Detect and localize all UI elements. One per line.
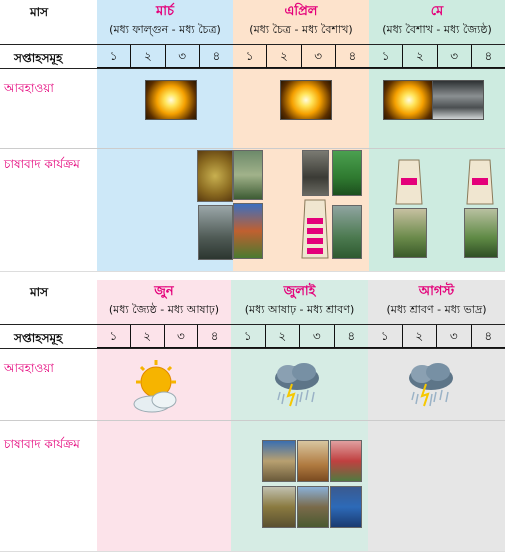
month-subtitle: (মধ্য ফাল্গুন - মধ্য চৈত্র) [109, 23, 221, 36]
paddy-field-photo [332, 205, 362, 259]
month-row-label: মাস [30, 5, 49, 19]
month-subtitle: (মধ্য চৈত্র - মধ্য বৈশাখ) [249, 23, 353, 36]
label-column [0, 0, 97, 272]
activity-row-label: চাষাবাদ কার্যক্রম [4, 157, 80, 171]
divider [0, 324, 505, 325]
harvest-photo [262, 440, 296, 482]
week-cell: ৪ [484, 49, 493, 63]
week-cell: ১ [368, 325, 403, 347]
month-name: মার্চ [155, 4, 174, 19]
week-cell: ১ [369, 45, 404, 67]
week-cell: ১ [97, 45, 132, 67]
seedbed-photo [233, 150, 263, 200]
storm-rain-cloud-icon [275, 363, 319, 407]
week-row: ১ ২ ৩ ৪ [368, 324, 505, 348]
month-column-march: মার্চ (মধ্য ফাল্গুন - মধ্য চৈত্র) ১ ২ ৩ … [97, 0, 233, 272]
fertilizer-bag-icon [466, 159, 494, 205]
month-subtitle: (মধ্য আষাঢ় - মধ্য শ্রাবণ) [244, 303, 355, 316]
storage-photo [330, 486, 362, 528]
weeks-row-label: সপ্তাহসমূহ [14, 331, 63, 345]
week-cell: ১ [231, 325, 266, 347]
week-cell: ৪ [212, 49, 221, 63]
divider [0, 44, 505, 45]
sun-icon [145, 80, 197, 120]
week-cell: ২ [131, 45, 166, 67]
week-cell: ১ [233, 45, 268, 67]
month-subtitle: (মধ্য শ্রাবণ - মধ্য ভাদ্র) [386, 303, 487, 316]
sun-icon [383, 80, 435, 120]
divider [0, 420, 505, 421]
month-row-label: মাস [30, 285, 49, 299]
month-name: জুলাই [283, 284, 316, 299]
month-name: আগস্ট [418, 284, 455, 299]
month-name: এপ্রিল [284, 4, 318, 19]
month-subtitle: (মধ্য বৈশাখ - মধ্য জ্যৈষ্ঠ) [382, 23, 492, 36]
week-cell: ১ [97, 325, 131, 347]
field-work-photo [198, 205, 233, 260]
week-cell: ৩ [300, 325, 335, 347]
fertilizer-bag-icon [395, 159, 423, 205]
fertilizer-bag-icon [301, 199, 329, 259]
week-cell: ৩ [302, 45, 336, 67]
week-cell: ৪ [484, 329, 493, 343]
week-cell: ৩ [166, 45, 200, 67]
harvest-photo [297, 486, 329, 528]
farmer-field-photo [393, 208, 427, 258]
month-name: জুন [154, 284, 174, 299]
activity-row-label: চাষাবাদ কার্যক্রম [4, 437, 80, 451]
storm-rain-cloud-icon [409, 363, 453, 407]
green-field-photo [332, 150, 362, 196]
week-cell: ৩ [165, 325, 199, 347]
divider [0, 348, 505, 349]
divider [0, 148, 505, 149]
week-cell: ২ [131, 325, 165, 347]
month-column-june: জুন (মধ্য জ্যৈষ্ঠ - মধ্য আষাঢ়) ১ ২ ৩ ৪ [97, 280, 231, 552]
weeks-row-label: সপ্তাহসমূহ [14, 51, 63, 65]
week-cell: ৩ [438, 45, 472, 67]
calendar-table-2: জুন (মধ্য জ্যৈষ্ঠ - মধ্য আষাঢ়) ১ ২ ৩ ৪ … [0, 280, 505, 552]
week-row: ১ ২ ৩ ৪ [369, 44, 505, 68]
harvest-photo [297, 440, 329, 482]
week-cell: ৪ [348, 49, 357, 63]
week-cell: ৪ [347, 329, 356, 343]
week-cell: ৪ [210, 329, 219, 343]
dark-cloud-icon [432, 80, 484, 120]
harvest-photo [262, 486, 296, 528]
week-cell: ২ [403, 45, 438, 67]
harvest-photo [330, 440, 362, 482]
calendar-table-1: মার্চ (মধ্য ফাল্গুন - মধ্য চৈত্র) ১ ২ ৩ … [0, 0, 505, 272]
week-cell: ২ [403, 325, 437, 347]
week-cell: ২ [266, 325, 300, 347]
transplanting-photo [233, 203, 263, 259]
weather-row-label: আবহাওয়া [4, 361, 54, 375]
sun-icon [280, 80, 332, 120]
week-row: ১ ২ ৩ ৪ [233, 44, 369, 68]
divider [0, 551, 505, 552]
tractor-photo [302, 150, 329, 196]
month-subtitle: (মধ্য জ্যৈষ্ঠ - মধ্য আষাঢ়) [108, 303, 220, 316]
label-column [0, 280, 97, 552]
farmer-field-photo [464, 208, 498, 258]
month-name: মে [430, 4, 444, 19]
week-cell: ৩ [437, 325, 472, 347]
weather-row-label: আবহাওয়া [4, 81, 54, 95]
week-row: ১ ২ ৩ ৪ [97, 324, 231, 348]
month-column-august: আগস্ট (মধ্য শ্রাবণ - মধ্য ভাদ্র) ১ ২ ৩ ৪ [368, 280, 505, 552]
divider [0, 68, 505, 69]
sun-behind-cloud-icon [133, 360, 177, 413]
week-row: ১ ২ ৩ ৪ [231, 324, 368, 348]
divider [0, 271, 505, 272]
week-row: ১ ২ ৩ ৪ [97, 44, 233, 68]
week-cell: ২ [267, 45, 302, 67]
grain-basket-photo [197, 150, 233, 202]
